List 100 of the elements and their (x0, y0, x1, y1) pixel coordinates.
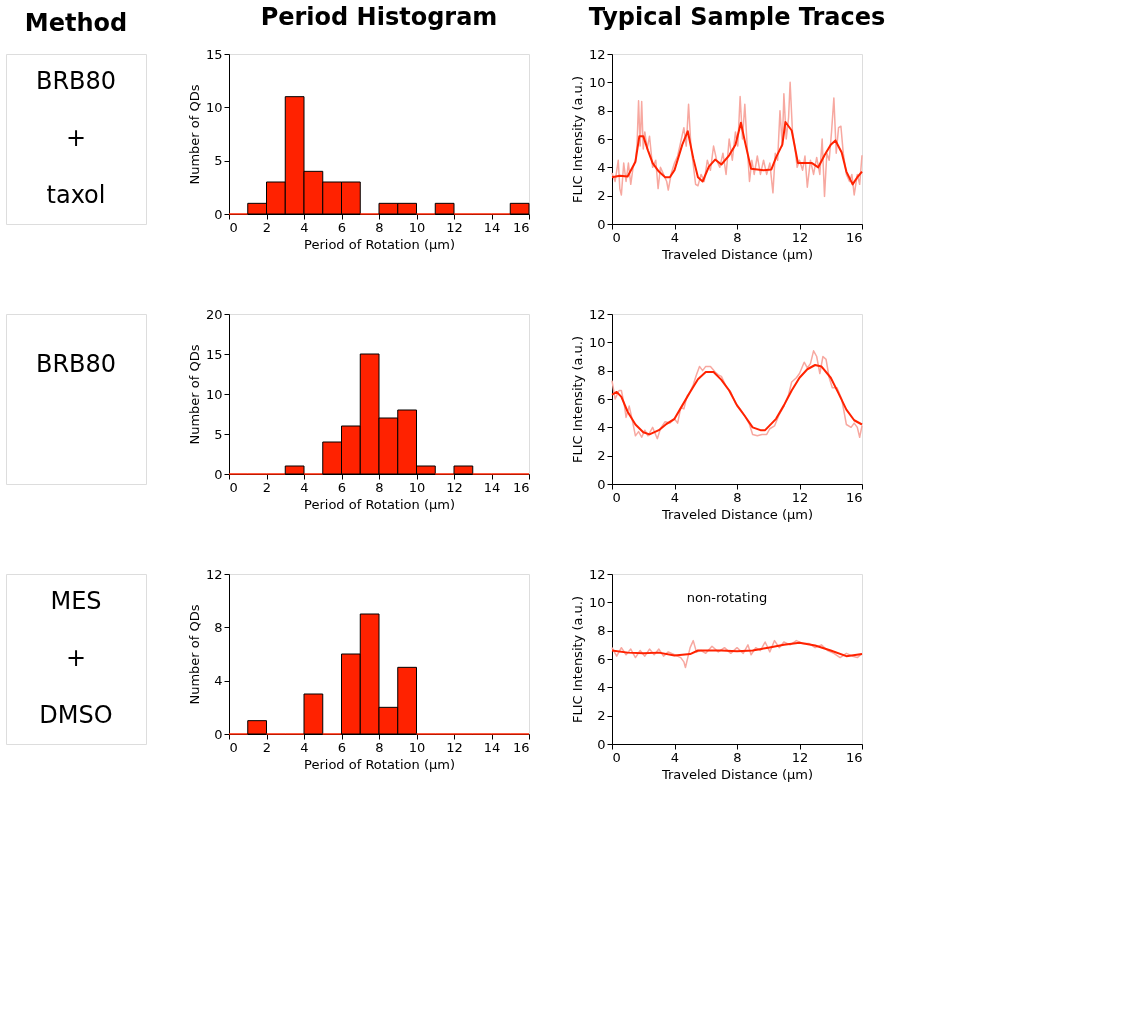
x-tick-label: 16 (512, 479, 530, 495)
x-tick-label: 4 (300, 479, 309, 495)
x-tick-label: 4 (300, 219, 309, 235)
x-tick-label: 12 (791, 749, 809, 765)
y-tick-label: 12 (588, 566, 606, 582)
chart-title: Period Histogram (260, 3, 498, 31)
x-tick-label: 12 (446, 479, 463, 495)
y-tick-label: 6 (597, 131, 606, 147)
x-tick-label: 8 (733, 489, 742, 505)
x-tick-label: 14 (483, 219, 501, 235)
x-tick-label: 4 (300, 739, 309, 755)
y-tick-label: 6 (597, 651, 606, 667)
x-tick-label: 4 (670, 229, 680, 245)
x-tick-label: 0 (612, 749, 621, 765)
y-tick-label: 10 (588, 74, 606, 90)
line-series (611, 641, 863, 658)
y-axis-title: Number of QDs (186, 344, 202, 445)
y-tick-label: 2 (597, 448, 606, 464)
text: BRB80 (35, 67, 117, 96)
x-tick-label: 2 (262, 479, 272, 495)
y-tick-label: 10 (588, 334, 606, 350)
y-tick-label: 15 (205, 46, 223, 62)
x-tick-label: 0 (612, 229, 621, 245)
x-tick-label: 2 (262, 219, 272, 235)
y-axis-title: FLIC Intensity (a.u.) (569, 595, 585, 724)
x-axis-title: Period of Rotation (μm) (304, 236, 455, 252)
x-tick-label: 4 (670, 749, 680, 765)
x-tick-label: 10 (408, 219, 426, 235)
y-axis-title: Number of QDs (186, 84, 202, 185)
x-tick-label: 12 (446, 739, 463, 755)
x-tick-label: 0 (612, 489, 621, 505)
x-tick-label: 8 (375, 739, 384, 755)
line-series (611, 121, 863, 186)
x-tick-label: 8 (375, 219, 384, 235)
x-tick-label: 0 (229, 739, 238, 755)
text: + (65, 644, 87, 672)
y-tick-label: 0 (214, 206, 223, 222)
x-tick-label: 0 (229, 479, 238, 495)
y-axis-title: Number of QDs (186, 604, 202, 705)
x-tick-label: 4 (670, 489, 680, 505)
x-tick-label: 6 (337, 219, 347, 235)
y-axis-title: FLIC Intensity (a.u.) (569, 75, 585, 204)
y-tick-label: 2 (597, 708, 606, 724)
x-tick-label: 12 (791, 489, 809, 505)
y-tick-label: 15 (205, 346, 223, 362)
y-tick-label: 8 (597, 623, 606, 639)
x-axis-title: Traveled Distance (μm) (660, 766, 814, 782)
x-tick-label: 2 (262, 739, 272, 755)
line-series (611, 81, 863, 198)
y-tick-label: 5 (214, 153, 223, 169)
text: Method (24, 9, 128, 37)
text: BRB80 (35, 350, 117, 378)
x-tick-label: 12 (791, 229, 809, 245)
y-tick-label: 4 (597, 159, 606, 175)
y-tick-label: 8 (597, 363, 606, 379)
annotation: non-rotating (686, 589, 768, 605)
x-tick-label: 16 (845, 749, 863, 765)
y-tick-label: 4 (597, 419, 606, 435)
x-tick-label: 6 (337, 739, 347, 755)
text: + (65, 124, 87, 152)
x-tick-label: 14 (483, 739, 501, 755)
text: MES (50, 587, 102, 616)
y-tick-label: 20 (205, 306, 223, 322)
x-tick-label: 14 (483, 479, 501, 495)
y-tick-label: 4 (597, 679, 606, 695)
x-tick-label: 8 (733, 749, 742, 765)
x-tick-label: 16 (512, 219, 530, 235)
x-tick-label: 10 (408, 479, 426, 495)
y-tick-label: 2 (597, 188, 606, 204)
x-tick-label: 12 (446, 219, 463, 235)
x-tick-label: 16 (845, 229, 863, 245)
y-tick-label: 8 (214, 619, 223, 635)
text: DMSO (39, 700, 113, 729)
y-tick-label: 12 (588, 306, 606, 322)
x-tick-label: 8 (733, 229, 742, 245)
y-tick-label: 0 (214, 466, 223, 482)
y-tick-label: 8 (597, 103, 606, 119)
line-series (611, 364, 863, 436)
y-tick-label: 10 (205, 386, 223, 402)
y-tick-label: 0 (214, 726, 223, 742)
y-tick-label: 10 (588, 594, 606, 610)
y-tick-label: 12 (205, 566, 223, 582)
line-series (611, 350, 863, 440)
x-tick-label: 10 (408, 739, 426, 755)
x-tick-label: 8 (375, 479, 384, 495)
text: taxol (46, 180, 106, 209)
line-series (611, 639, 863, 669)
x-axis-title: Traveled Distance (μm) (660, 506, 814, 522)
x-tick-label: 6 (337, 479, 347, 495)
y-tick-label: 6 (597, 391, 606, 407)
y-tick-label: 4 (214, 673, 223, 689)
chart-title: Typical Sample Traces (588, 3, 886, 31)
y-tick-label: 12 (588, 46, 606, 62)
x-axis-title: Traveled Distance (μm) (660, 246, 814, 262)
y-axis-title: FLIC Intensity (a.u.) (569, 335, 585, 464)
x-axis-title: Period of Rotation (μm) (304, 756, 455, 772)
x-tick-label: 16 (845, 489, 863, 505)
x-axis-title: Period of Rotation (μm) (304, 496, 455, 512)
y-tick-label: 5 (214, 426, 223, 442)
x-tick-label: 16 (512, 739, 530, 755)
